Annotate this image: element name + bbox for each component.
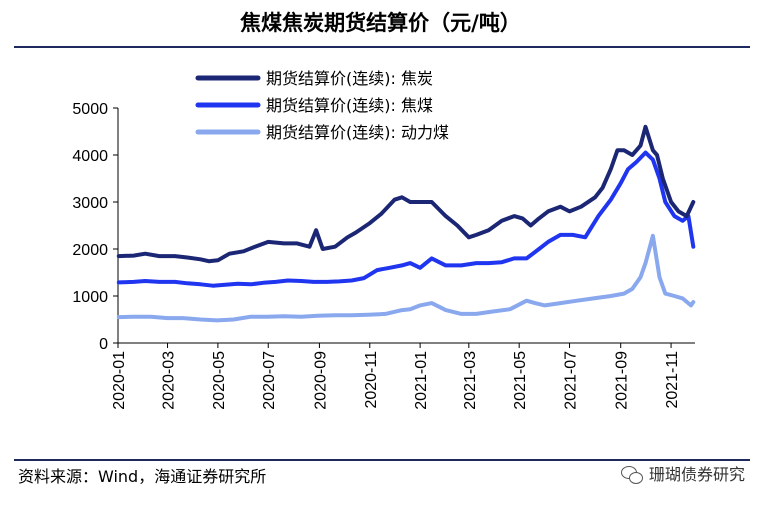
title-divider — [14, 46, 750, 48]
x-tick-label: 2021-05 — [512, 351, 529, 410]
y-tick-label: 3000 — [72, 195, 108, 212]
x-tick-label: 2020-11 — [363, 351, 380, 409]
x-tick-label: 2021-09 — [614, 351, 631, 410]
chart-title: 焦煤焦炭期货结算价（元/吨） — [240, 10, 521, 35]
x-tick-label: 2021-03 — [462, 351, 479, 410]
series-line-1 — [116, 150, 696, 288]
x-tick-label: 2021-01 — [413, 351, 430, 410]
y-tick-label: 2000 — [72, 242, 108, 259]
series-line-2 — [116, 233, 696, 323]
x-tick-label: 2020-01 — [111, 351, 128, 410]
x-tick-label: 2021-07 — [563, 351, 580, 410]
legend-label-0: 期货结算价(连续): 焦炭 — [266, 69, 433, 88]
x-tick-label: 2020-05 — [211, 351, 228, 410]
x-tick-label: 2020-07 — [261, 351, 278, 410]
x-tick-label: 2020-03 — [161, 351, 178, 410]
chart-series — [116, 124, 696, 323]
watermark: 珊瑚债券研究 — [620, 461, 745, 489]
footer-divider — [14, 459, 750, 461]
y-tick-label: 4000 — [72, 148, 108, 165]
source-note: 资料来源：Wind，海通证券研究所 — [18, 467, 267, 486]
y-tick-label: 0 — [99, 336, 108, 353]
legend-label-1: 期货结算价(连续): 焦煤 — [266, 96, 433, 115]
x-tick-label: 2021-11 — [664, 351, 681, 409]
watermark-text: 珊瑚债券研究 — [648, 465, 745, 484]
y-tick-label: 1000 — [72, 289, 108, 306]
y-tick-label: 5000 — [72, 101, 108, 118]
wechat-icon — [620, 466, 643, 484]
x-tick-label: 2020-09 — [312, 351, 329, 410]
series-line-0 — [116, 124, 696, 264]
legend-label-2: 期货结算价(连续): 动力煤 — [266, 123, 449, 142]
chart-axes: 0 1000 2000 3000 4000 5000 2020-01 2020-03 2020-… — [72, 101, 695, 410]
